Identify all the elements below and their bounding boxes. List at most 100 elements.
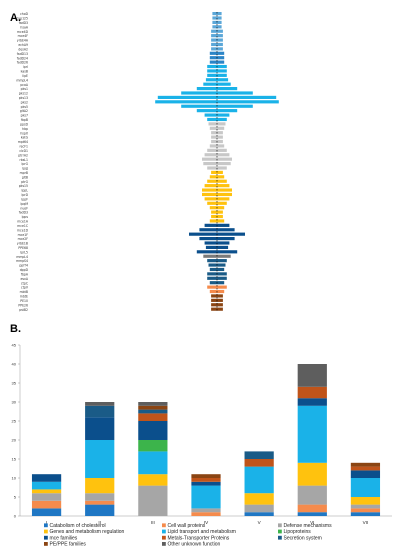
x-category-label: I xyxy=(46,520,47,525)
stacked-bar-segment xyxy=(350,497,381,505)
gene-label: lprD xyxy=(22,193,29,197)
gene-label: mmpL4 xyxy=(16,255,28,259)
gene-bar xyxy=(212,25,222,29)
gene-label: ctpC xyxy=(21,281,28,285)
y-tick-label: 0 xyxy=(14,514,17,519)
gene-label: pstB2 xyxy=(19,308,28,312)
y-tick-label: 20 xyxy=(12,438,17,443)
gene-bar xyxy=(211,135,223,139)
gene-label: lprG xyxy=(22,162,29,166)
gene-label: pks5 xyxy=(21,105,28,109)
stacked-bar-segment xyxy=(138,421,168,440)
stacked-bar-segment xyxy=(191,481,221,486)
gene-label: lprI xyxy=(23,65,28,69)
legend-swatch xyxy=(44,542,48,546)
x-category-label: VII xyxy=(363,520,369,525)
gene-bar xyxy=(211,303,223,307)
gene-label: hbp xyxy=(22,127,28,131)
legend-swatch xyxy=(278,535,282,540)
gene-label: PPE68 xyxy=(18,246,28,250)
gene-label: pks1 xyxy=(21,87,28,91)
gene-label: fadD3 xyxy=(19,21,28,25)
stacked-bar-segment xyxy=(350,512,381,516)
stacked-bar-segment xyxy=(244,451,274,459)
gene-label: mce1D xyxy=(17,228,29,232)
panel-a-label: A. xyxy=(10,12,21,24)
legend-entry: Defense mechanisms xyxy=(284,523,333,529)
gene-bar xyxy=(207,117,227,122)
stacked-bar-segment xyxy=(31,489,62,494)
gene-label: clcD1 xyxy=(19,149,28,153)
stacked-bar-segment xyxy=(350,462,381,467)
panel-b-label: B. xyxy=(10,323,21,335)
gene-bar xyxy=(204,153,230,157)
stacked-bar-segment xyxy=(138,405,168,410)
gene-label: recF1 xyxy=(19,145,28,149)
gene-bar xyxy=(207,259,227,263)
gene-bar xyxy=(209,126,225,130)
stacked-bar-segment xyxy=(350,504,381,509)
gene-label: lprL5 xyxy=(20,250,28,254)
stacked-bar-segment xyxy=(297,512,327,516)
gene-label: gltB xyxy=(22,175,28,179)
stacked-bar-segment xyxy=(31,500,62,509)
gene-label: echA9 xyxy=(18,43,28,47)
gene-bar xyxy=(209,219,225,223)
legend-entry: Lipid transport and metabolism xyxy=(168,529,236,535)
stacked-bar-segment xyxy=(138,474,168,486)
gene-label: lpqJ xyxy=(22,167,28,171)
stacked-bar-segment xyxy=(138,440,168,452)
gene-label: mmpL4 xyxy=(16,78,28,82)
stacked-bar-segment xyxy=(350,478,381,497)
gene-bar xyxy=(211,294,223,298)
gene-label: pcaA xyxy=(20,83,29,87)
gene-label: desA2 xyxy=(18,47,28,51)
stacked-bar-segment xyxy=(191,474,221,478)
gene-bar xyxy=(203,162,231,166)
gene-label: fbpB xyxy=(21,118,28,122)
gene-label: yrbE1B xyxy=(17,242,28,246)
stacked-bar-segment xyxy=(138,451,168,475)
gene-label: pplT4 xyxy=(19,264,28,268)
stacked-bar-segment xyxy=(244,466,274,494)
gene-label: pks12 xyxy=(19,92,28,96)
legend-swatch xyxy=(162,523,166,528)
stacked-bar-segment xyxy=(244,504,274,513)
y-tick-label: 30 xyxy=(12,400,17,405)
gene-bar xyxy=(207,201,227,205)
y-tick-label: 35 xyxy=(12,381,17,386)
stacked-bar-segment xyxy=(191,512,221,516)
stacked-bar-segment xyxy=(31,481,62,490)
legend-swatch xyxy=(162,542,166,546)
stacked-bar-segment xyxy=(31,508,62,516)
gene-bar xyxy=(211,34,223,38)
gene-label: lppL xyxy=(21,189,28,193)
gene-label: PE10 xyxy=(20,299,28,303)
gene-label: pks2 xyxy=(21,100,28,104)
gene-label: mce4F xyxy=(18,34,29,38)
stacked-bar-segment xyxy=(85,478,115,494)
gene-label: lipE xyxy=(22,74,28,78)
legend-swatch xyxy=(44,529,48,534)
gene-label: katG xyxy=(21,136,29,140)
legend-entry: PE/PPE families xyxy=(50,542,87,548)
gene-bar xyxy=(204,184,230,188)
stacked-bar-segment xyxy=(191,485,221,509)
stacked-bar-segment xyxy=(31,493,62,501)
stacked-bar-segment xyxy=(138,402,168,406)
y-tick-label: 10 xyxy=(12,476,17,481)
stacked-bar-segment xyxy=(350,466,381,471)
gene-bar xyxy=(199,237,235,241)
gene-label: gltA2 xyxy=(20,109,28,113)
gene-label: fbpA xyxy=(21,272,29,276)
gene-label: yrbE4A xyxy=(17,39,29,43)
gene-label: ptrG xyxy=(21,180,28,184)
stacked-bar-segment xyxy=(85,440,115,478)
stacked-bar-segment xyxy=(297,504,327,513)
y-tick-label: 45 xyxy=(12,343,17,348)
x-category-label: III xyxy=(151,520,155,525)
stacked-bar-segment xyxy=(244,512,274,516)
gene-label: fadD26 xyxy=(17,61,28,65)
gene-label: mce4D xyxy=(17,30,29,34)
